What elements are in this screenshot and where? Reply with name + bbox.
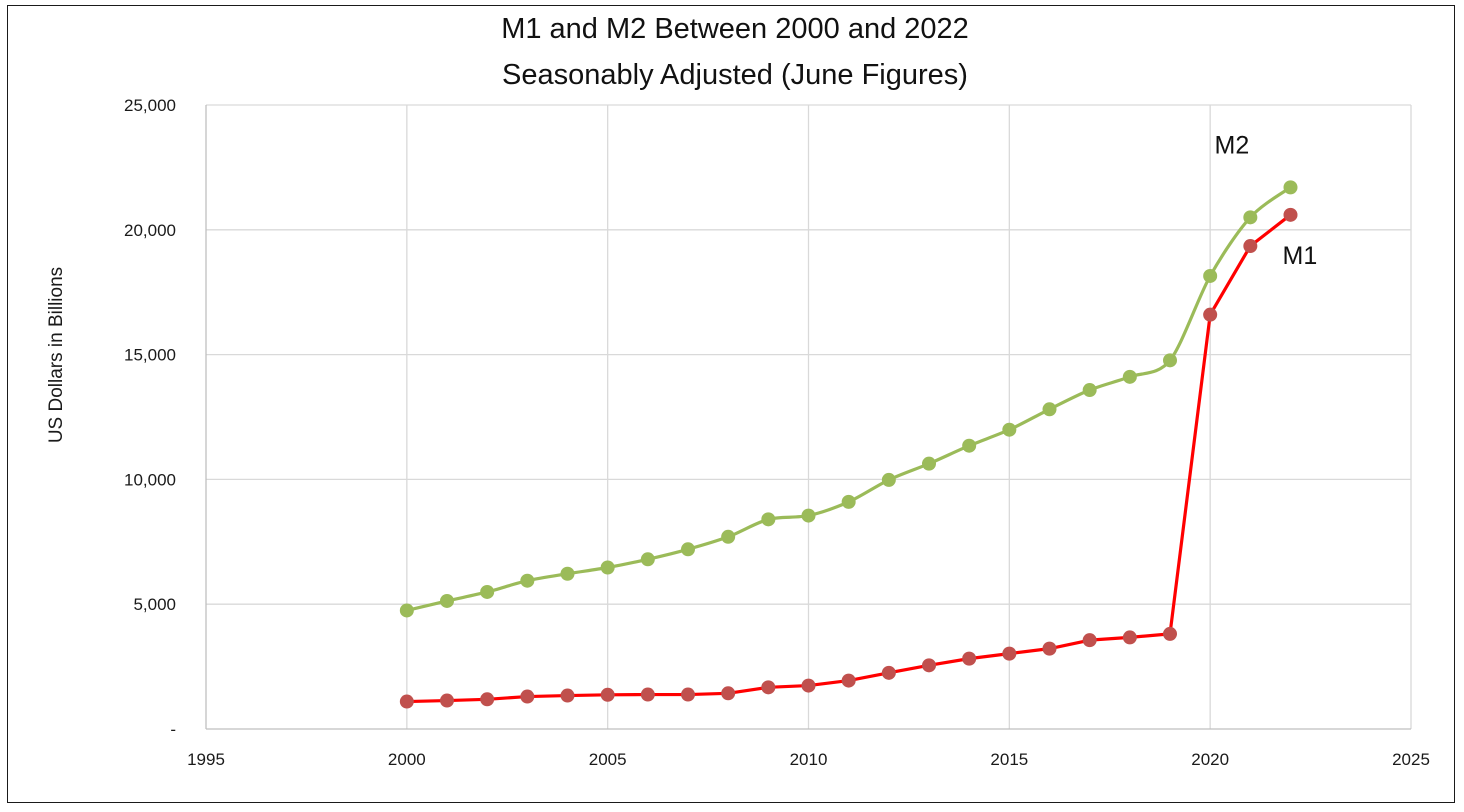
m2-data-point bbox=[1163, 353, 1177, 368]
m2-data-point bbox=[1203, 268, 1218, 283]
m1-series-line bbox=[405, 213, 1293, 704]
m2-data-point bbox=[480, 584, 495, 599]
m2-data-point bbox=[520, 573, 535, 588]
y-tick-label: 5,000 bbox=[133, 595, 176, 614]
chart-subtitle: Seasonably Adjusted (June Figures) bbox=[502, 59, 968, 91]
m1-data-point bbox=[801, 678, 816, 693]
series-layer bbox=[399, 180, 1298, 709]
x-tick-label: 2020 bbox=[1191, 750, 1229, 769]
m1-data-point bbox=[1122, 630, 1137, 645]
m1-data-point bbox=[640, 687, 655, 702]
m1-data-point bbox=[922, 658, 936, 673]
m1-data-point bbox=[721, 686, 736, 701]
m1-data-point bbox=[681, 687, 695, 702]
m2-data-point bbox=[761, 512, 776, 527]
m1-data-point bbox=[440, 693, 454, 708]
m1-data-point bbox=[399, 694, 414, 709]
m1-data-point bbox=[1243, 239, 1258, 254]
x-tick-label: 2025 bbox=[1392, 750, 1430, 769]
m2-data-point bbox=[1082, 383, 1097, 398]
m2-data-point bbox=[922, 456, 936, 471]
m2-data-point bbox=[962, 438, 977, 453]
series-labels: M2 M1 bbox=[1215, 131, 1318, 269]
m1-series-label: M1 bbox=[1283, 242, 1318, 270]
m1-data-point bbox=[1163, 626, 1177, 641]
m2-data-point bbox=[881, 472, 896, 487]
y-tick-label: 20,000 bbox=[124, 221, 176, 240]
m1-data-point bbox=[962, 651, 977, 666]
y-tick-label: 25,000 bbox=[124, 96, 176, 115]
m1-data-point bbox=[480, 692, 495, 707]
y-tick-label: 15,000 bbox=[124, 346, 176, 365]
chart-title: M1 and M2 Between 2000 and 2022 bbox=[501, 13, 969, 45]
m2-data-point bbox=[721, 529, 736, 544]
x-tick-label: 2015 bbox=[990, 750, 1028, 769]
x-tick-label: 2005 bbox=[589, 750, 627, 769]
m2-data-point bbox=[560, 566, 575, 581]
m1-data-point bbox=[1082, 633, 1097, 648]
m2-data-point bbox=[1283, 180, 1298, 195]
m2-data-point bbox=[600, 560, 615, 575]
m1-data-point bbox=[881, 665, 896, 680]
m2-data-point bbox=[640, 552, 655, 567]
m1-data-point bbox=[1042, 641, 1057, 656]
m2-data-point bbox=[1122, 369, 1137, 384]
y-axis-title: US Dollars in Billions bbox=[46, 267, 67, 443]
m1-data-point bbox=[841, 673, 856, 688]
gridlines bbox=[206, 104, 1412, 729]
y-tick-label: - bbox=[170, 720, 176, 739]
m2-data-point bbox=[1002, 422, 1017, 437]
m2-data-point bbox=[1243, 210, 1258, 225]
m2-data-point bbox=[681, 542, 695, 557]
m2-series-label: M2 bbox=[1215, 131, 1250, 159]
m1-data-point bbox=[600, 687, 615, 702]
m1-data-point bbox=[1203, 307, 1218, 322]
m1-data-point bbox=[520, 689, 535, 704]
x-tick-label: 1995 bbox=[187, 750, 225, 769]
y-tick-label: 10,000 bbox=[124, 470, 176, 489]
m1-data-point bbox=[761, 680, 776, 695]
m2-data-point bbox=[801, 508, 816, 523]
x-tick-label: 2000 bbox=[388, 750, 426, 769]
axes: - 5,000 10,000 15,000 20,000 25,000 1995 2000 20… bbox=[124, 96, 1430, 769]
m1-data-point bbox=[560, 688, 575, 703]
m2-data-point bbox=[1042, 402, 1057, 417]
m1-data-point bbox=[1002, 646, 1017, 661]
m2-series-line bbox=[405, 185, 1293, 613]
chart-frame bbox=[7, 5, 1455, 803]
x-tick-label: 2010 bbox=[790, 750, 828, 769]
m2-data-point bbox=[841, 494, 856, 509]
m1-data-point bbox=[1283, 207, 1298, 222]
m2-data-point bbox=[440, 593, 454, 608]
m2-data-point bbox=[399, 603, 414, 618]
